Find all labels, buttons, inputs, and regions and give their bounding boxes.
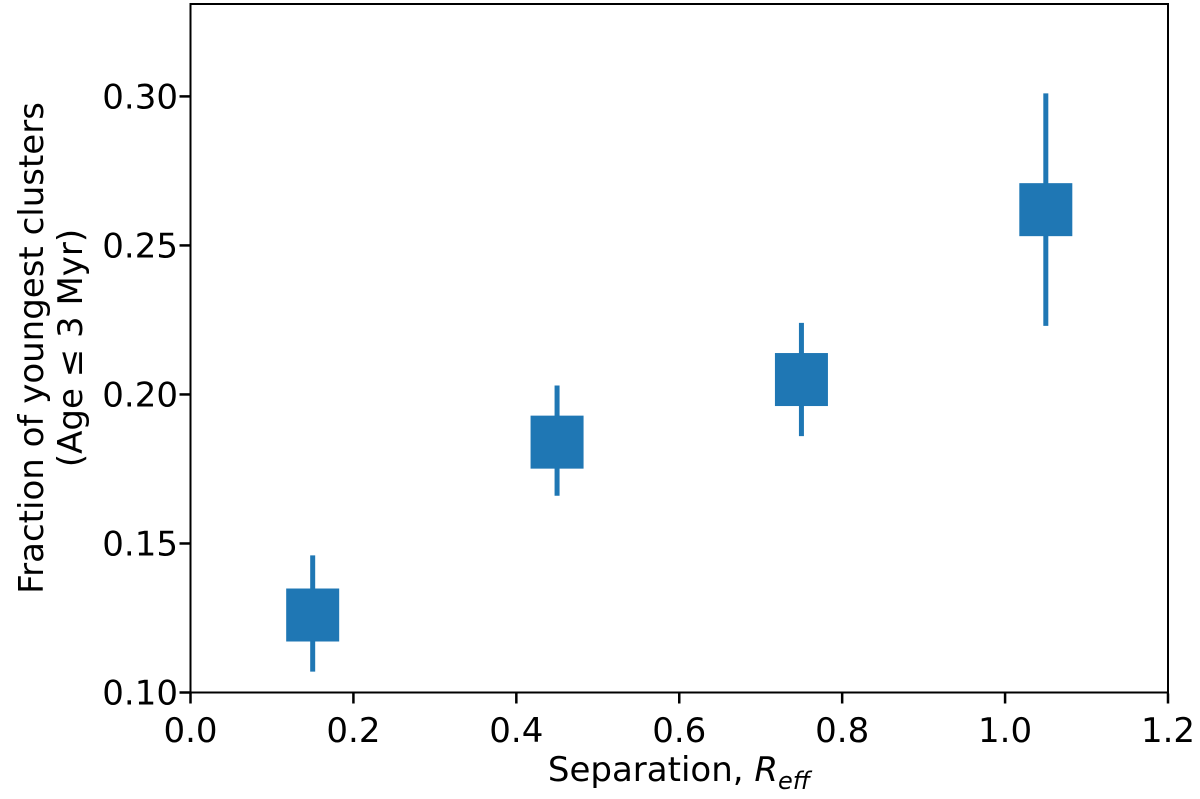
x-axis-label: Separation, Reff (548, 750, 813, 795)
data-point-marker (286, 588, 340, 642)
y-tick-label: 0.30 (102, 77, 178, 117)
x-tick-label: 1.0 (978, 711, 1032, 751)
x-axis-label-symbol: R (754, 750, 778, 790)
x-tick-label: 0.2 (326, 711, 380, 751)
x-axis-label-subscript: eff (778, 767, 813, 795)
y-tick-label: 0.20 (102, 375, 178, 415)
x-tick-label: 0.8 (815, 711, 869, 751)
data-point-marker (774, 353, 828, 407)
y-tick-label: 0.10 (102, 674, 178, 714)
x-tick-label: 0.0 (163, 711, 217, 751)
x-tick-label: 0.6 (652, 711, 706, 751)
x-axis-label-text: Separation, (548, 750, 754, 790)
y-tick-label: 0.15 (102, 524, 178, 564)
data-point-marker (530, 415, 584, 469)
y-axis-label-line1: Fraction of youngest clusters (12, 102, 52, 594)
x-tick-label: 0.4 (489, 711, 543, 751)
plot-area: 0.0 0.2 0.4 0.6 0.8 1.0 1.2 0.10 0.15 0.20 0.25 0.3… (102, 3, 1195, 751)
data-point-marker (1019, 183, 1073, 237)
x-tick-label: 1.2 (1141, 711, 1195, 751)
y-tick-label: 0.25 (102, 226, 178, 266)
plot-frame (189, 3, 1169, 694)
y-axis-label-line2: (Age ≤ 3 Myr) (51, 229, 91, 467)
